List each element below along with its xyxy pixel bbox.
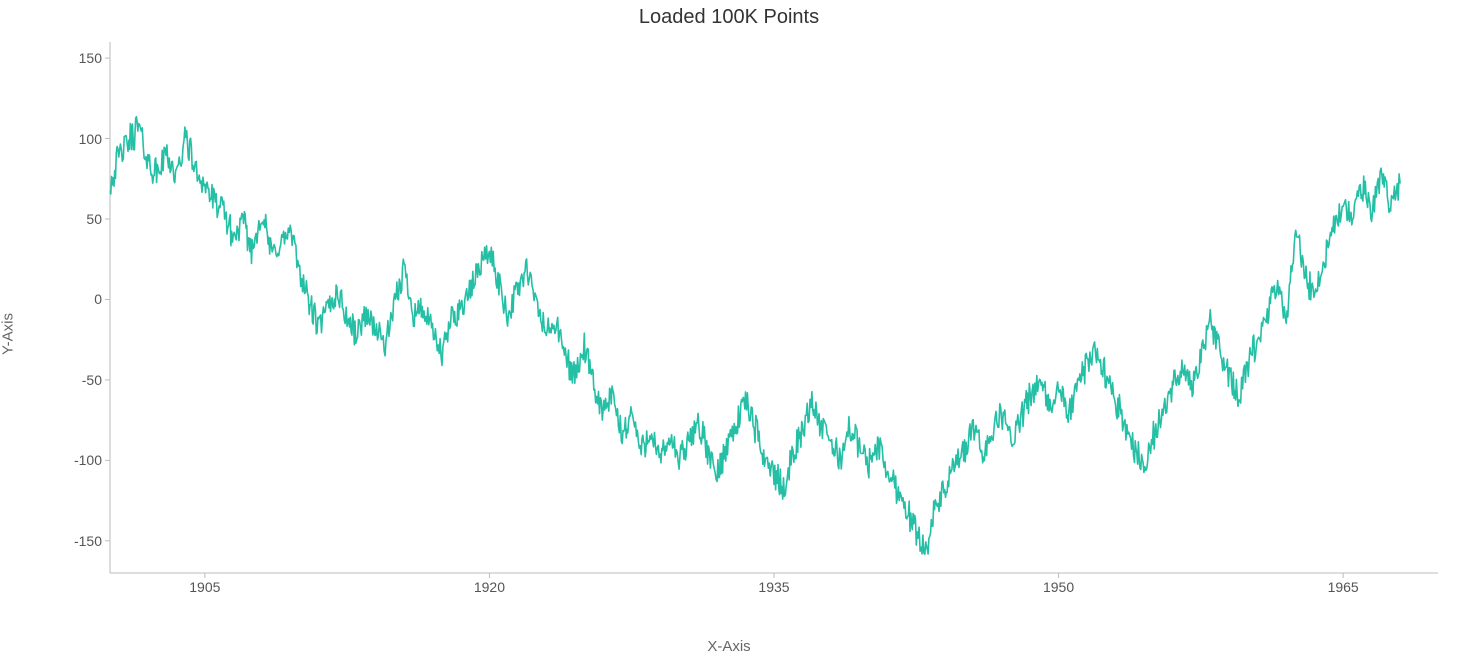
y-tick-label: 50 [86, 211, 102, 227]
x-tick-label: 1950 [1043, 579, 1074, 595]
x-tick-label: 1920 [474, 579, 505, 595]
x-tick-label: 1965 [1328, 579, 1359, 595]
y-tick-label: 100 [79, 131, 102, 147]
y-tick-label: 150 [79, 50, 102, 66]
x-tick-label: 1935 [758, 579, 789, 595]
y-axis-label: Y-Axis [0, 313, 17, 355]
y-tick-label: 0 [94, 291, 102, 307]
plot-area[interactable]: -150-100-5005010015019051920193519501965 [110, 42, 1438, 573]
x-tick-label: 1905 [189, 579, 220, 595]
chart-container: Loaded 100K Points Y-Axis X-Axis -150-10… [0, 0, 1458, 667]
chart-title: Loaded 100K Points [0, 6, 1458, 29]
y-tick-label: -150 [74, 533, 102, 549]
y-tick-label: -100 [74, 452, 102, 468]
x-axis-label: X-Axis [0, 638, 1458, 655]
data-series [110, 117, 1400, 555]
y-tick-label: -50 [82, 372, 102, 388]
